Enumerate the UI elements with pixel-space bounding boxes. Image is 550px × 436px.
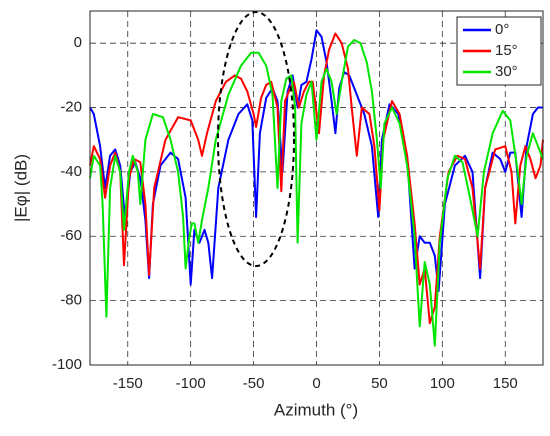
y-tick-label: -40 [60, 163, 82, 180]
legend: 0° 15° 30° [456, 16, 542, 86]
y-tick-label: 0 [74, 34, 82, 51]
y-tick-label: -20 [60, 99, 82, 116]
highlight-ellipse [217, 11, 295, 267]
y-axis-label: |Eφ| (dB) [11, 154, 30, 222]
x-tick-label: 0 [312, 375, 320, 392]
legend-label: 30° [495, 63, 518, 80]
x-axis-label: Azimuth (°) [274, 400, 358, 419]
legend-label: 0° [495, 21, 509, 38]
x-tick-label: -150 [113, 375, 143, 392]
lines [89, 29, 544, 347]
x-tick-label: -100 [176, 375, 206, 392]
x-tick-label: 150 [493, 375, 518, 392]
y-tick-label: -60 [60, 227, 82, 244]
axes-box [89, 10, 544, 366]
x-tick-label: 100 [430, 375, 455, 392]
y-tick-label: -100 [52, 356, 82, 373]
legend-label: 15° [495, 42, 518, 59]
series-line [89, 32, 544, 325]
series-line [89, 39, 544, 347]
x-tick-label: -50 [243, 375, 265, 392]
y-tick-label: -80 [60, 292, 82, 309]
x-tick-label: 50 [371, 375, 388, 392]
